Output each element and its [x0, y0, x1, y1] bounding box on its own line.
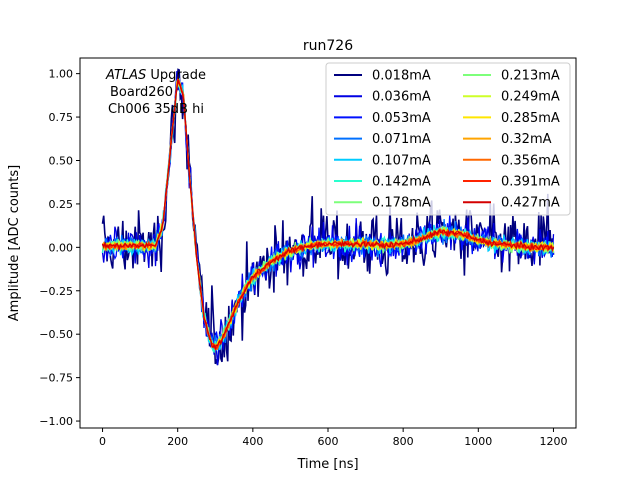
y-tick-label: 0.50 [49, 154, 74, 167]
legend-label: 0.213mA [501, 69, 560, 84]
chart-title: run726 [303, 38, 353, 54]
legend-box [325, 62, 571, 216]
y-tick-label: −0.25 [39, 285, 73, 298]
legend-label: 0.285mA [501, 111, 560, 126]
y-tick-label: 0.75 [49, 111, 74, 124]
x-tick-label: 0 [99, 435, 106, 448]
legend-label: 0.071mA [372, 132, 431, 147]
annotation: ATLAS Upgrade Board260 Ch006 35dB hi [105, 68, 206, 117]
svg-text:ATLAS Upgrade: ATLAS Upgrade [105, 68, 206, 83]
y-axis-label: Amplitude [ADC counts] [7, 165, 22, 321]
x-tick-label: 1200 [539, 435, 567, 448]
x-axis: 0 200 400 600 800 1000 1200 [99, 428, 567, 448]
x-tick-label: 200 [167, 435, 188, 448]
legend-label: 0.356mA [501, 153, 560, 168]
x-tick-label: 800 [393, 435, 414, 448]
legend-label: 0.178mA [372, 196, 431, 211]
y-tick-label: 1.00 [49, 68, 74, 81]
y-axis: −1.00 −0.75 −0.50 −0.25 0.00 0.25 0.50 0.75 1.00 [39, 68, 80, 428]
y-tick-label: 0.00 [49, 241, 74, 254]
annotation-channel: Ch006 35dB hi [108, 102, 204, 117]
annotation-board: Board260 [110, 85, 173, 100]
y-tick-label: −1.00 [39, 415, 73, 428]
legend-label: 0.142mA [372, 175, 431, 190]
y-tick-label: −0.75 [39, 372, 73, 385]
x-tick-label: 400 [242, 435, 263, 448]
legend-label: 0.391mA [501, 175, 560, 190]
legend-label: 0.107mA [372, 153, 431, 168]
legend-label: 0.018mA [372, 69, 431, 84]
y-tick-label: −0.50 [39, 328, 73, 341]
series-line [101, 79, 555, 352]
legend-label: 0.427mA [501, 196, 560, 211]
legend-label: 0.249mA [501, 90, 560, 105]
legend: 0.018mA 0.036mA 0.053mA 0.071mA 0.107mA 0.142… [325, 62, 571, 216]
annotation-atlas: ATLAS [105, 68, 146, 83]
x-tick-label: 600 [318, 435, 339, 448]
legend-label: 0.32mA [501, 132, 552, 147]
x-tick-label: 1000 [464, 435, 492, 448]
legend-label: 0.036mA [372, 90, 431, 105]
annotation-upgrade: Upgrade [146, 68, 206, 83]
legend-label: 0.053mA [372, 111, 431, 126]
series-layer [101, 68, 555, 366]
y-tick-label: 0.25 [49, 198, 74, 211]
x-axis-label: Time [ns] [296, 457, 358, 472]
